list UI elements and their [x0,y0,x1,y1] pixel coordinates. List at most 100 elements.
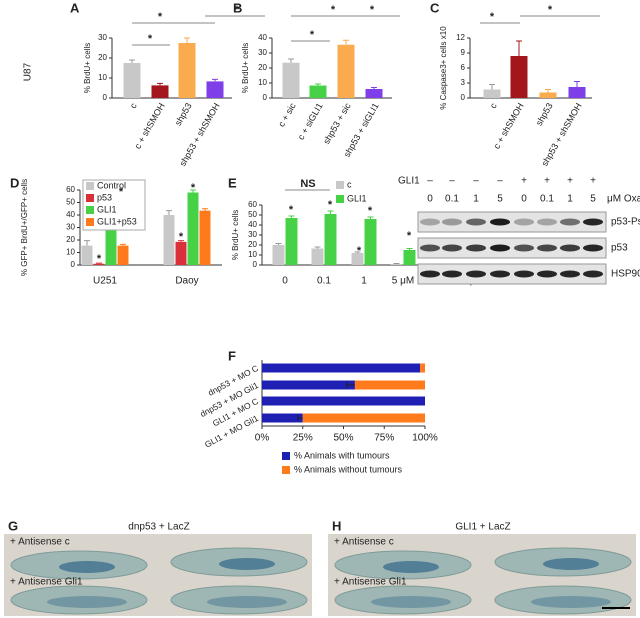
blot-sign: + [544,176,550,187]
blot-sign: – [473,176,479,187]
blot-band [442,270,462,278]
x-tick-label: 50% [333,433,353,444]
blot-dose: 1 [473,194,479,205]
blot-band [420,244,440,252]
y-tick-label: 60 [66,185,75,194]
annotation: * [490,11,495,23]
bar [163,215,175,265]
blot-band [583,270,603,278]
bar [178,43,196,98]
blot-strip [417,211,607,233]
blot-band [537,244,557,252]
annotation: * [158,11,163,23]
x-tick-label: U251 [93,276,117,287]
blot-band [442,244,462,252]
bar [206,81,224,98]
bar [403,250,416,265]
y-tick-label: 20 [258,63,267,72]
panel-letter: F [228,348,236,363]
y-tick-label: 10 [98,73,107,82]
x-tick-label: 0.1 [317,276,331,287]
blot-label: GLI1 [398,176,420,187]
blot-band [466,270,486,278]
bar [483,89,501,98]
y-tick-label: 0 [263,93,268,102]
legend-label: GLI1 [347,193,367,203]
annotation: * [191,182,196,194]
legend-label: GLI1+p53 [97,216,137,226]
blot-band [537,270,557,278]
legend-label: % Animals without tumours [294,464,403,474]
x-tick-label: c [128,101,139,110]
y-tick-label: 10 [248,250,257,259]
y-axis-label: % BrdU+ cells [241,43,250,93]
annotation: * [357,245,362,257]
error-bar [393,263,400,264]
legend-swatch [282,452,290,460]
error-bar [489,84,495,90]
bar [337,44,355,98]
bar [364,219,377,265]
blot-dose: 5 [590,194,596,205]
y-tick-label: 10 [66,248,75,257]
y-axis-label: % BrdU+ cells [231,210,240,260]
x-tick-label: shp53 + sic [321,101,353,146]
bar [123,63,141,98]
annotation: NS [300,178,315,190]
legend-label: c [347,179,352,189]
y-tick-label: 3 [461,78,466,87]
embryo [494,585,632,615]
bar [309,85,327,98]
panel-letter: G [8,518,18,533]
x-tick-label: 100% [412,433,438,444]
legend-label: GLI1 [97,204,117,214]
legend-label: p53 [97,192,112,202]
y-tick-label: 40 [248,220,257,229]
annotation: * [148,33,153,45]
stain [207,596,287,608]
legend-swatch [336,195,344,203]
error-bar [371,87,377,89]
bar [351,253,364,265]
bar [420,363,425,373]
y-tick-label: 20 [66,235,75,244]
x-tick-label: shp53 [534,101,555,127]
bar [262,363,421,373]
y-tick-label: 20 [248,240,257,249]
y-tick-label: 9 [461,48,466,57]
blot-dose: 0 [521,194,527,205]
bar [105,226,117,265]
error-bar [157,82,163,86]
blot-band [560,244,580,252]
stain [371,596,451,608]
bar [539,92,557,98]
x-tick-label: Daoy [175,276,198,287]
error-bar [327,210,334,214]
x-tick-label: 0 [282,276,288,287]
row-label: + Antisense c [334,537,394,548]
annotation: * [235,4,240,16]
bar [285,218,298,265]
stain [531,596,611,608]
x-tick-label: c + sic [276,101,298,129]
x-tick-label: 25% [293,433,313,444]
panel-letter: A [70,0,80,15]
panel-letter: D [10,175,19,190]
bar [262,396,425,406]
embryo [10,585,148,615]
bar [324,214,337,265]
blot-band [560,270,580,278]
y-tick-label: 0 [461,93,466,102]
annotation: * [328,199,333,211]
blot-sign: – [497,176,503,187]
stain [59,561,115,573]
annotation: * [368,205,373,217]
error-bar [343,39,349,45]
blot-band [442,218,462,226]
bar [262,380,355,390]
error-bar [184,37,190,43]
annotation: * [289,204,294,216]
annotation: * [331,4,336,16]
